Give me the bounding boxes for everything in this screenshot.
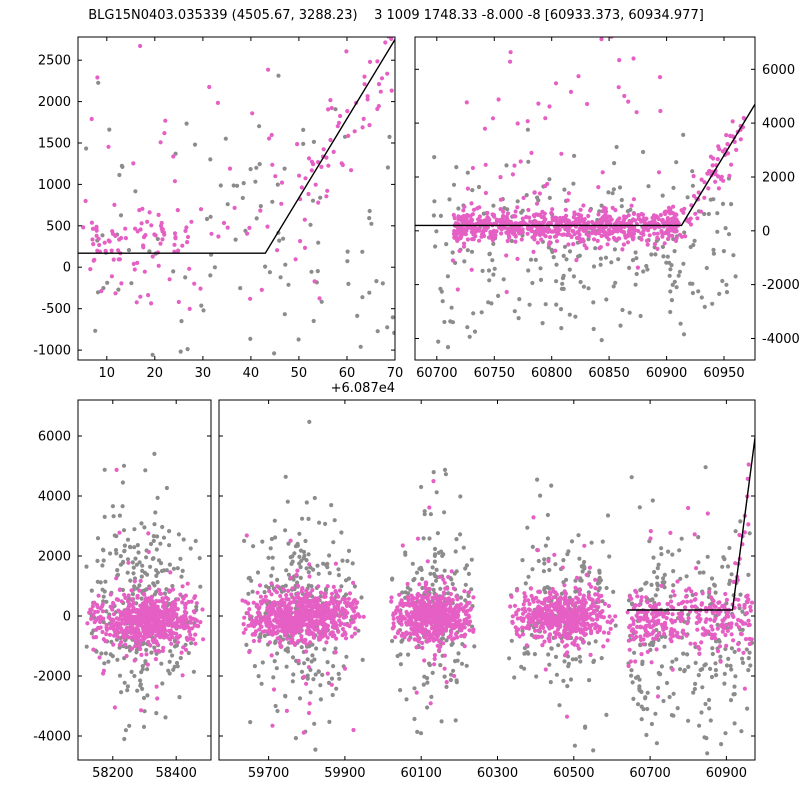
- zoom-right-ytick-label: 0: [762, 224, 770, 239]
- zoom-left-xtick-label: 40: [243, 366, 260, 381]
- zoom-left-xaxis-offset-label: +6.087e4: [331, 381, 395, 396]
- zoom-right-ytick-label: -2000: [762, 278, 800, 293]
- bottom-right-xtick-label: 59900: [324, 766, 365, 781]
- bottom-right-xtick-label: 60300: [477, 766, 518, 781]
- zoom-left-ytick-label: 500: [46, 219, 71, 234]
- bottom-right-points-layer: [240, 419, 755, 756]
- zoom-right-frame: [414, 36, 756, 361]
- zoom-right-xtick-label: 60900: [646, 366, 687, 381]
- zoom-left-xtick-label: 50: [291, 366, 308, 381]
- zoom-left-ticks: 10 20 30 40 50 60 70 -1000 -500 0 500 1000 1500 2000 2…: [33, 37, 403, 396]
- zoom-left-xtick-label: 20: [147, 366, 164, 381]
- bottom-right-frame: [218, 399, 756, 761]
- zoom-left-xtick-label: 70: [387, 366, 404, 381]
- zoom-left-model-line: [78, 39, 395, 254]
- zoom-right-ytick-label: 2000: [762, 171, 795, 186]
- bottom-right-xtick-label: 60500: [553, 766, 594, 781]
- bottom-left-ytick-label: -2000: [33, 670, 71, 685]
- zoom-left-ytick-label: 0: [63, 261, 71, 276]
- bottom-right-model-line: [627, 432, 755, 611]
- bottom-left-ytick-label: -4000: [33, 730, 71, 745]
- zoom-left-frame: [77, 36, 396, 361]
- zoom-right-points-layer: [431, 37, 747, 350]
- zoom-right-model-line: [415, 103, 755, 227]
- zoom-left-ytick-label: 1000: [38, 178, 71, 193]
- bottom-left-ytick-label: 0: [63, 610, 71, 625]
- bottom-left-ytick-label: 2000: [38, 550, 71, 565]
- zoom-right-xtick-label: 60950: [703, 366, 744, 381]
- zoom-right-xtick-label: 60850: [588, 366, 629, 381]
- bottom-right-xtick-label: 60100: [401, 766, 442, 781]
- zoom-left-points-layer: [81, 37, 395, 357]
- zoom-left-xtick-label: 10: [99, 366, 116, 381]
- bottom-right-ticks: 59700 59900 60100 60300 60500 60700 60900: [219, 400, 755, 781]
- zoom-left-xtick-label: 60: [339, 366, 356, 381]
- bottom-left-ticks: 58200 58400 -4000 -2000 0 2000 4000 6000: [33, 400, 211, 781]
- zoom-left-ytick-label: 2000: [38, 95, 71, 110]
- zoom-left-xtick-label: 30: [195, 366, 212, 381]
- zoom-right-ytick-label: -4000: [762, 332, 800, 347]
- zoom-right-xtick-label: 60800: [531, 366, 572, 381]
- bottom-left-ytick-label: 4000: [38, 490, 71, 505]
- zoom-left-ytick-label: 2500: [38, 54, 71, 69]
- zoom-left-ytick-label: 1500: [38, 137, 71, 152]
- zoom-right-xtick-label: 60750: [474, 366, 515, 381]
- bottom-left-frame: [77, 399, 212, 761]
- figure-title: BLG15N0403.035339 (4505.67, 3288.23) 3 1…: [88, 8, 704, 23]
- zoom-left-ytick-label: -500: [41, 302, 71, 317]
- bottom-right-xtick-label: 59700: [248, 766, 289, 781]
- zoom-right-ytick-label: 6000: [762, 63, 795, 78]
- bottom-right-xtick-label: 60700: [629, 766, 670, 781]
- bottom-left-xtick-label: 58200: [92, 766, 133, 781]
- zoom-right-ytick-label: 4000: [762, 117, 795, 132]
- zoom-right-ticks: 60700 60750 60800 60850 60900 60950 -4000 -2000…: [415, 37, 800, 381]
- zoom-right-xtick-label: 60700: [416, 366, 457, 381]
- bottom-left-points-layer: [84, 451, 206, 742]
- bottom-right-xtick-label: 60900: [706, 766, 747, 781]
- bottom-left-ytick-label: 6000: [38, 430, 71, 445]
- bottom-left-xtick-label: 58400: [156, 766, 197, 781]
- zoom-left-ytick-label: -1000: [33, 344, 71, 359]
